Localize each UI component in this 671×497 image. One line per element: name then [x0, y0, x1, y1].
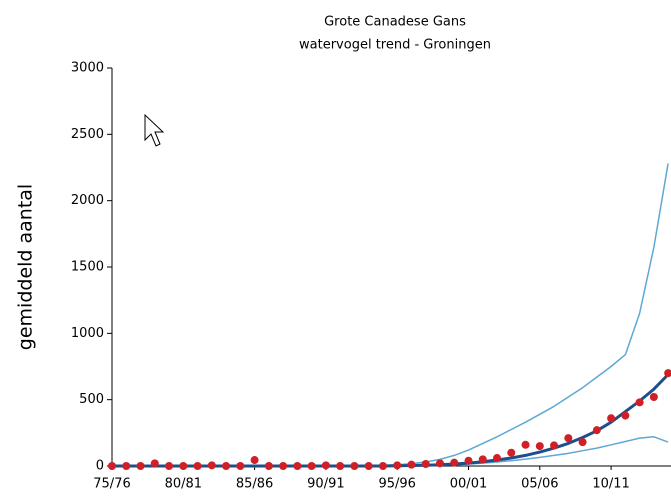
- data-point: [421, 460, 430, 469]
- trend-line: [112, 163, 669, 467]
- data-point: [207, 461, 216, 470]
- data-point: [592, 426, 601, 435]
- data-point: [664, 369, 671, 378]
- data-point: [649, 393, 658, 402]
- data-point: [478, 455, 487, 464]
- y-tick-label: 3000: [71, 61, 104, 76]
- data-point: [236, 462, 245, 470]
- data-point: [321, 461, 330, 470]
- data-point: [621, 411, 630, 420]
- x-tick-label: 10/11: [592, 477, 629, 492]
- x-tick-label: 80/81: [165, 477, 202, 492]
- x-tick-label: 95/96: [378, 477, 415, 492]
- data-point: [264, 462, 273, 470]
- data-point: [165, 462, 174, 470]
- data-point: [578, 438, 587, 447]
- data-point: [607, 414, 616, 423]
- x-tick-label: 00/01: [450, 477, 487, 492]
- data-point: [564, 434, 573, 443]
- y-tick-label: 2000: [71, 193, 104, 208]
- data-point: [435, 459, 444, 468]
- data-point: [635, 398, 644, 407]
- data-point: [279, 462, 288, 470]
- y-tick-label: 2500: [71, 127, 104, 142]
- x-tick-label: 85/86: [236, 477, 273, 492]
- data-point: [364, 462, 373, 470]
- data-point: [550, 441, 559, 450]
- y-axis-label: gemiddeld aantal: [15, 184, 37, 350]
- data-point: [521, 440, 530, 449]
- data-point: [307, 462, 316, 470]
- data-point: [493, 454, 502, 463]
- data-point: [136, 462, 145, 470]
- chart-subtitle: watervogel trend - Groningen: [299, 38, 491, 53]
- data-point: [336, 462, 345, 470]
- data-point: [150, 459, 159, 468]
- data-point: [378, 462, 387, 470]
- data-point: [464, 456, 473, 465]
- data-point: [393, 461, 402, 470]
- data-point: [222, 462, 231, 470]
- data-point: [179, 462, 188, 470]
- y-tick-label: 500: [79, 392, 104, 407]
- x-tick-label: 75/76: [93, 477, 130, 492]
- data-point: [450, 458, 459, 467]
- data-point: [293, 462, 302, 470]
- data-point: [108, 462, 116, 470]
- x-tick-label: 05/06: [521, 477, 558, 492]
- y-tick-label: 0: [96, 459, 104, 474]
- y-tick-label: 1500: [71, 260, 104, 275]
- chart-title: Grote Canadese Gans: [324, 15, 466, 30]
- data-point: [350, 462, 359, 470]
- data-point: [122, 462, 131, 470]
- data-point: [407, 460, 416, 469]
- mouse-cursor: [144, 113, 165, 147]
- data-point: [507, 448, 516, 457]
- x-tick-label: 90/91: [307, 477, 344, 492]
- data-point: [193, 462, 202, 470]
- trend-line: [112, 373, 670, 468]
- data-point: [250, 456, 259, 465]
- y-tick-label: 1000: [71, 326, 104, 341]
- data-point: [535, 442, 544, 451]
